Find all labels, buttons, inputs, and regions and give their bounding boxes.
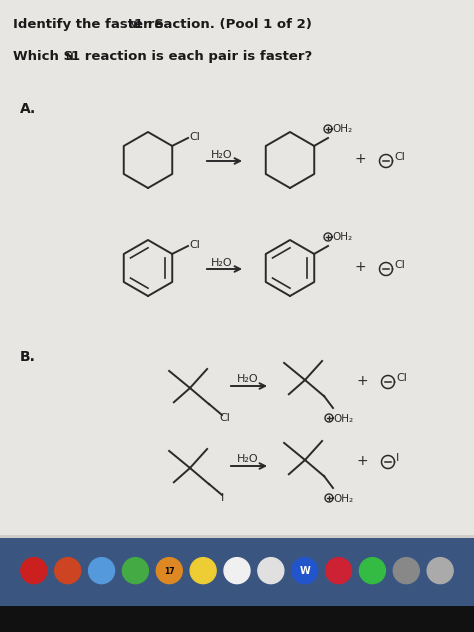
FancyBboxPatch shape xyxy=(0,0,474,535)
Circle shape xyxy=(21,557,47,583)
Text: 17: 17 xyxy=(164,567,174,576)
FancyBboxPatch shape xyxy=(0,606,474,632)
Text: 1 reaction. (Pool 1 of 2): 1 reaction. (Pool 1 of 2) xyxy=(134,18,312,31)
Circle shape xyxy=(55,557,81,583)
Text: 1 reaction is each pair is faster?: 1 reaction is each pair is faster? xyxy=(71,50,312,63)
Circle shape xyxy=(122,557,148,583)
Text: +: + xyxy=(356,454,368,468)
Text: N: N xyxy=(128,21,136,30)
Text: Cl: Cl xyxy=(396,373,407,383)
Text: OH₂: OH₂ xyxy=(333,414,353,424)
Text: Cl: Cl xyxy=(219,413,230,423)
Text: B.: B. xyxy=(20,350,36,364)
Circle shape xyxy=(393,557,419,583)
Circle shape xyxy=(427,557,453,583)
Text: H₂O: H₂O xyxy=(211,150,233,160)
Text: +: + xyxy=(354,152,366,166)
Text: I: I xyxy=(221,493,224,503)
Text: +: + xyxy=(356,374,368,388)
Text: I: I xyxy=(396,453,399,463)
Text: Cl: Cl xyxy=(394,260,405,270)
Text: Which S: Which S xyxy=(13,50,73,63)
Text: H₂O: H₂O xyxy=(237,454,259,464)
FancyBboxPatch shape xyxy=(0,538,474,606)
Circle shape xyxy=(156,557,182,583)
Text: H₂O: H₂O xyxy=(237,374,259,384)
Circle shape xyxy=(258,557,284,583)
Text: +: + xyxy=(354,260,366,274)
Text: Cl: Cl xyxy=(394,152,405,162)
Text: W: W xyxy=(300,566,310,576)
Circle shape xyxy=(190,557,216,583)
Text: OH₂: OH₂ xyxy=(333,494,353,504)
Text: Cl: Cl xyxy=(189,132,200,142)
Circle shape xyxy=(292,557,318,583)
Text: Cl: Cl xyxy=(189,240,200,250)
Text: OH₂: OH₂ xyxy=(332,124,352,134)
Circle shape xyxy=(359,557,385,583)
Text: Identify the faster S: Identify the faster S xyxy=(13,18,164,31)
Text: H₂O: H₂O xyxy=(211,258,233,268)
Text: OH₂: OH₂ xyxy=(332,232,352,242)
Text: N: N xyxy=(65,53,73,62)
Circle shape xyxy=(224,557,250,583)
Circle shape xyxy=(89,557,115,583)
Text: A.: A. xyxy=(20,102,36,116)
Circle shape xyxy=(326,557,352,583)
